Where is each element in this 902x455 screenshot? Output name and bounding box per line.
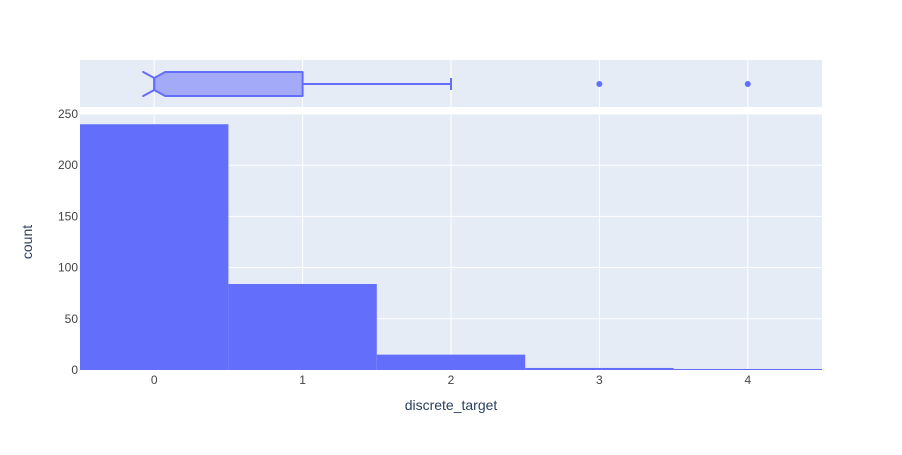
y-tick-label: 200: [58, 158, 78, 172]
box-outlier-point: [596, 81, 603, 87]
histogram-bars: [80, 124, 822, 371]
x-tick-label: 0: [151, 373, 158, 387]
y-tick-label: 250: [58, 107, 78, 121]
x-tick-label: 1: [299, 373, 306, 387]
y-tick-label: 0: [71, 363, 78, 377]
histogram-bar: [525, 367, 674, 370]
x-tick-label: 2: [448, 373, 455, 387]
x-tick-label: 3: [596, 373, 603, 387]
histogram-bar: [673, 368, 822, 370]
x-axis-ticks: 0 1 2 3 4: [151, 373, 752, 387]
box-outlier-point: [744, 81, 751, 87]
y-tick-label: 150: [58, 209, 78, 223]
y-axis-title: count: [19, 225, 35, 259]
x-tick-label: 4: [744, 373, 751, 387]
y-tick-label: 50: [65, 312, 79, 326]
x-axis-title: discrete_target: [405, 397, 498, 413]
y-axis-ticks: 0 50 100 150 200 250: [58, 107, 78, 377]
box-body: [142, 71, 304, 97]
y-tick-label: 100: [58, 261, 78, 275]
histogram-bar: [376, 354, 526, 370]
box-plot: [142, 71, 751, 97]
histogram-bar: [228, 283, 377, 370]
histogram-bar: [80, 124, 229, 371]
